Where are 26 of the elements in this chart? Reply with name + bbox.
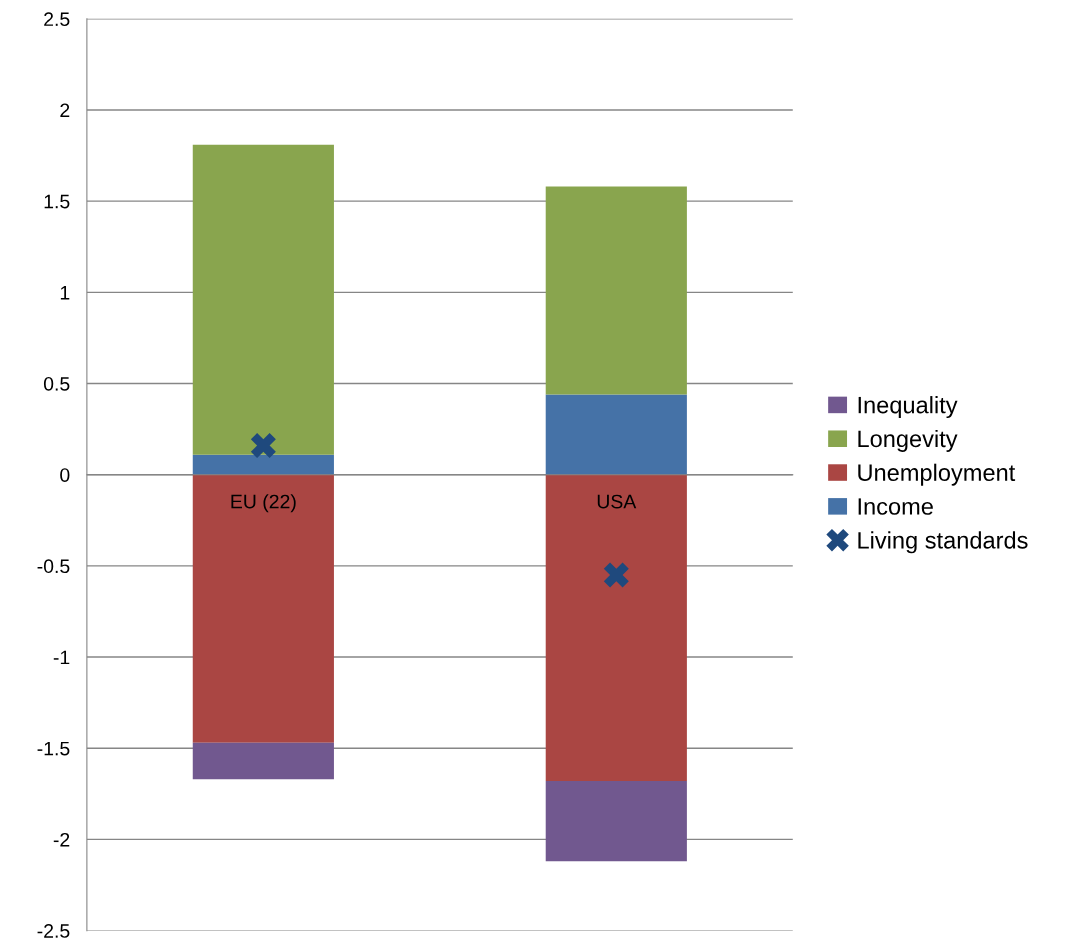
y-tick-label: 0 [60,468,70,482]
y-tick-label: -1 [53,650,70,665]
bar [192,144,334,455]
y-tick-label: 2.5 [44,12,70,27]
legend-label: Income [858,498,933,515]
y-tick-label: -2.5 [37,924,70,938]
bar [545,186,687,395]
y-tick-label: 2 [60,103,70,118]
bar [545,781,687,862]
y-tick-label: -0.5 [37,559,70,574]
bar [192,474,334,743]
bar [545,474,687,782]
legend-label: Longevity [858,429,958,452]
bar [545,394,687,475]
y-tick-label: 1.5 [44,194,70,209]
legend-label: Unemployment [858,463,1016,486]
y-tick-label: -2 [53,832,70,847]
bar [192,454,334,475]
y-tick-label: 1 [60,286,70,300]
legend-label: Inequality [858,396,958,419]
x-tick-label: EU (22) [231,494,296,513]
bar [192,742,334,780]
y-tick-label: 0.5 [43,376,70,391]
x-tick-label: USA [597,494,637,509]
legend-label: Living standards [858,531,1028,554]
y-tick-label: -1.5 [37,741,70,756]
